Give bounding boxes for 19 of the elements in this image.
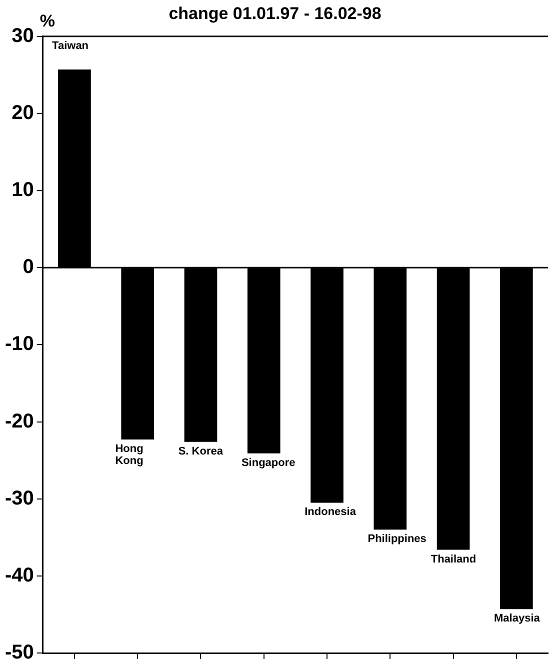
y-tick-label: 0 — [22, 256, 34, 278]
chart-title: change 01.01.97 - 16.02-98 — [168, 4, 382, 23]
x-tick-label: Taiwan — [52, 40, 89, 52]
x-tick-label: Thailand — [430, 553, 476, 566]
y-tick-label: 20 — [12, 102, 34, 124]
y-tick-label: -10 — [5, 333, 34, 356]
x-tick-label: S. Korea — [178, 445, 224, 458]
y-tick-label: 30 — [12, 24, 34, 47]
x-tick-label: Malaysia — [494, 612, 541, 625]
y-tick-label: -50 — [5, 642, 34, 664]
x-tick-label: Singapore — [241, 456, 296, 469]
x-tick-label: Hong Kong — [115, 443, 144, 468]
y-axis-title: % — [40, 12, 56, 31]
y-tick-label: 10 — [12, 179, 34, 202]
x-tick-label: Indonesia — [304, 506, 357, 518]
y-tick-label: -30 — [5, 487, 34, 510]
y-tick-label: -40 — [5, 564, 34, 586]
y-tick-label: -20 — [5, 410, 34, 432]
x-tick-label: Philippines — [368, 533, 426, 546]
